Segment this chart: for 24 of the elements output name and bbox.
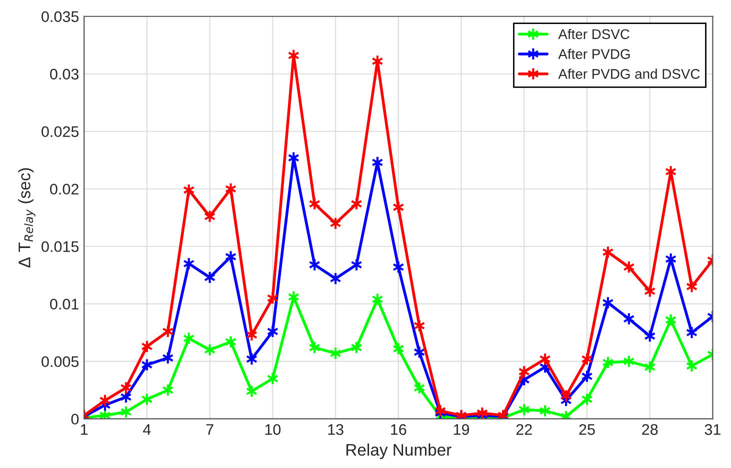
x-tick-label: 22 <box>516 424 532 435</box>
x-tick-label: 1 <box>80 424 88 435</box>
y-tick-label: 0.02 <box>50 184 78 195</box>
y-tick-label: 0.03 <box>50 68 79 80</box>
x-tick-label: 25 <box>579 424 595 435</box>
x-tick-label: 31 <box>704 424 720 435</box>
x-tick-label: 10 <box>265 424 281 435</box>
y-tick-label: 0.01 <box>50 298 78 310</box>
x-tick-label: 4 <box>143 424 151 435</box>
legend-label: After PVDG and DSVC <box>558 68 700 79</box>
x-tick-label: 16 <box>391 424 406 435</box>
y-axis-title: Δ T$_{Relay}$ (sec) <box>18 168 36 268</box>
x-axis-title: Relay Number <box>346 444 452 460</box>
x-tick-label: 13 <box>328 424 344 435</box>
y-tick-label: 0 <box>71 414 79 425</box>
y-tick-label: 0.005 <box>42 356 79 368</box>
x-tick-label: 7 <box>206 424 214 435</box>
x-tick-label: 28 <box>642 424 658 435</box>
legend-label: After PVDG <box>558 48 630 59</box>
y-tick-label: 0.025 <box>42 126 79 138</box>
y-tick-label: 0.035 <box>42 11 79 22</box>
legend-label: After DSVC <box>558 28 630 40</box>
y-tick-label: 0.015 <box>42 241 79 252</box>
x-tick-label: 19 <box>454 424 470 435</box>
